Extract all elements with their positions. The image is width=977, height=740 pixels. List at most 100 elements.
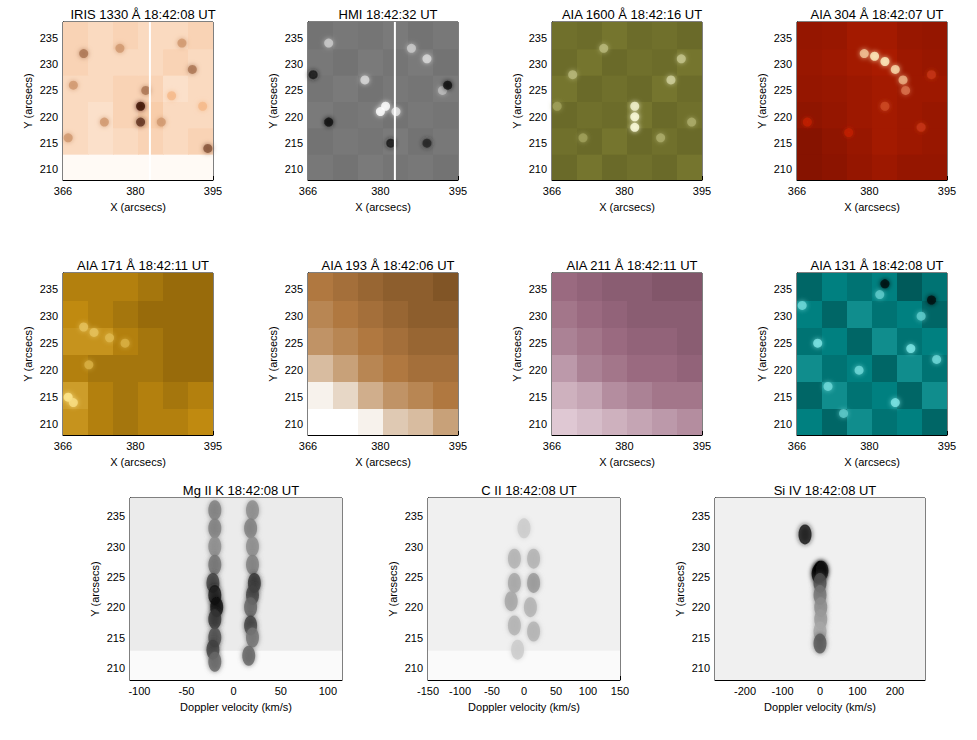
svg-text:215: 215: [40, 391, 58, 403]
svg-text:50: 50: [550, 685, 562, 697]
svg-text:225: 225: [107, 571, 125, 583]
svg-text:366: 366: [54, 185, 72, 197]
svg-text:215: 215: [774, 391, 792, 403]
svg-text:220: 220: [774, 364, 792, 376]
svg-text:Doppler velocity (km/s): Doppler velocity (km/s): [764, 701, 876, 713]
svg-text:210: 210: [405, 662, 423, 674]
svg-text:225: 225: [405, 571, 423, 583]
svg-text:395: 395: [938, 440, 956, 452]
svg-text:225: 225: [285, 337, 303, 349]
svg-text:-150: -150: [417, 685, 439, 697]
svg-text:210: 210: [529, 163, 547, 175]
svg-text:210: 210: [40, 418, 58, 430]
svg-text:Y (arcsecs): Y (arcsecs): [267, 326, 279, 381]
svg-text:AIA 211 Å 18:42:11 UT: AIA 211 Å 18:42:11 UT: [566, 258, 697, 273]
svg-text:230: 230: [692, 541, 710, 553]
svg-text:395: 395: [449, 185, 467, 197]
svg-text:X (arcsecs): X (arcsecs): [110, 456, 166, 468]
svg-text:100: 100: [579, 685, 597, 697]
svg-text:230: 230: [774, 310, 792, 322]
svg-text:Y (arcsecs): Y (arcsecs): [22, 326, 34, 381]
svg-text:225: 225: [40, 337, 58, 349]
svg-text:395: 395: [938, 185, 956, 197]
svg-text:Mg II K 18:42:08 UT: Mg II K 18:42:08 UT: [183, 483, 299, 498]
svg-text:210: 210: [285, 418, 303, 430]
svg-text:366: 366: [54, 440, 72, 452]
svg-text:210: 210: [285, 163, 303, 175]
svg-text:-100: -100: [771, 685, 793, 697]
svg-text:380: 380: [615, 185, 633, 197]
svg-text:235: 235: [40, 32, 58, 44]
svg-text:Si IV 18:42:08 UT: Si IV 18:42:08 UT: [774, 483, 877, 498]
svg-text:215: 215: [774, 137, 792, 149]
svg-text:Y (arcsecs): Y (arcsecs): [756, 326, 768, 381]
svg-text:0: 0: [817, 685, 823, 697]
svg-text:210: 210: [107, 662, 125, 674]
svg-text:235: 235: [774, 32, 792, 44]
svg-text:220: 220: [40, 111, 58, 123]
svg-text:210: 210: [774, 418, 792, 430]
svg-text:230: 230: [107, 541, 125, 553]
svg-text:395: 395: [693, 440, 711, 452]
svg-text:230: 230: [40, 310, 58, 322]
svg-text:220: 220: [774, 111, 792, 123]
svg-text:0: 0: [231, 685, 237, 697]
svg-text:220: 220: [107, 601, 125, 613]
svg-text:220: 220: [405, 601, 423, 613]
svg-text:230: 230: [774, 58, 792, 70]
svg-text:230: 230: [285, 310, 303, 322]
svg-text:225: 225: [774, 84, 792, 96]
svg-text:Doppler velocity (km/s): Doppler velocity (km/s): [468, 701, 580, 713]
svg-text:IRIS 1330 Å 18:42:08 UT: IRIS 1330 Å 18:42:08 UT: [70, 7, 215, 22]
svg-text:235: 235: [692, 510, 710, 522]
svg-text:Y (arcsecs): Y (arcsecs): [674, 561, 686, 616]
svg-text:220: 220: [285, 364, 303, 376]
svg-text:Doppler velocity (km/s): Doppler velocity (km/s): [180, 701, 292, 713]
svg-text:Y (arcsecs): Y (arcsecs): [511, 73, 523, 128]
svg-text:235: 235: [529, 283, 547, 295]
svg-text:380: 380: [371, 440, 389, 452]
svg-text:235: 235: [40, 283, 58, 295]
svg-text:380: 380: [860, 440, 878, 452]
svg-text:380: 380: [126, 440, 144, 452]
svg-text:220: 220: [285, 111, 303, 123]
svg-text:C II 18:42:08 UT: C II 18:42:08 UT: [481, 483, 576, 498]
svg-text:225: 225: [529, 337, 547, 349]
svg-text:380: 380: [371, 185, 389, 197]
svg-text:X (arcsecs): X (arcsecs): [844, 456, 900, 468]
svg-text:215: 215: [405, 632, 423, 644]
svg-text:-50: -50: [484, 685, 500, 697]
svg-text:215: 215: [285, 391, 303, 403]
svg-text:395: 395: [204, 440, 222, 452]
svg-text:210: 210: [529, 418, 547, 430]
svg-text:235: 235: [529, 32, 547, 44]
svg-text:395: 395: [204, 185, 222, 197]
svg-text:200: 200: [886, 685, 904, 697]
svg-text:235: 235: [774, 283, 792, 295]
svg-text:380: 380: [860, 185, 878, 197]
svg-text:220: 220: [692, 601, 710, 613]
svg-text:AIA 171 Å 18:42:11 UT: AIA 171 Å 18:42:11 UT: [77, 258, 209, 273]
svg-text:230: 230: [285, 58, 303, 70]
svg-text:X (arcsecs): X (arcsecs): [355, 456, 411, 468]
svg-text:Y (arcsecs): Y (arcsecs): [22, 73, 34, 128]
svg-text:X (arcsecs): X (arcsecs): [599, 201, 655, 213]
svg-text:225: 225: [40, 84, 58, 96]
svg-text:X (arcsecs): X (arcsecs): [355, 201, 411, 213]
svg-text:100: 100: [319, 685, 337, 697]
svg-text:235: 235: [107, 510, 125, 522]
svg-text:215: 215: [107, 632, 125, 644]
svg-text:Y (arcsecs): Y (arcsecs): [267, 73, 279, 128]
svg-text:225: 225: [285, 84, 303, 96]
svg-text:-50: -50: [179, 685, 195, 697]
svg-text:210: 210: [692, 662, 710, 674]
svg-text:X (arcsecs): X (arcsecs): [844, 201, 900, 213]
svg-text:AIA 131 Å 18:42:08 UT: AIA 131 Å 18:42:08 UT: [811, 258, 944, 273]
svg-text:225: 225: [774, 337, 792, 349]
svg-text:235: 235: [405, 510, 423, 522]
svg-text:X (arcsecs): X (arcsecs): [599, 456, 655, 468]
svg-text:Y (arcsecs): Y (arcsecs): [511, 326, 523, 381]
svg-text:220: 220: [529, 364, 547, 376]
svg-text:AIA 1600 Å 18:42:16 UT: AIA 1600 Å 18:42:16 UT: [562, 7, 702, 22]
svg-text:230: 230: [529, 58, 547, 70]
